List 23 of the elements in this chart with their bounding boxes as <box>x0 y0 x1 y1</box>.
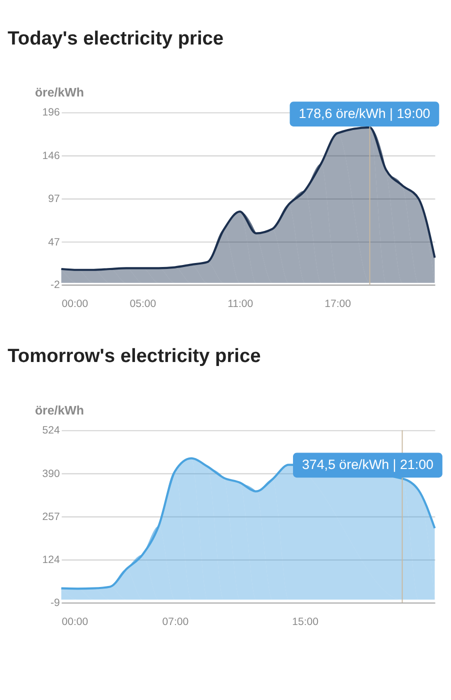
y-tick-label: -2 <box>50 279 60 292</box>
chart-title: Tomorrow's electricity price <box>8 346 261 368</box>
x-tick-label: 00:00 <box>62 616 88 628</box>
annotation: 374,5 öre/kWh | 21:00 <box>302 456 434 472</box>
y-tick-label: 390 <box>42 468 60 480</box>
x-tick-label: 15:00 <box>292 616 319 628</box>
y-tick-label: 47 <box>48 236 60 248</box>
x-tick-label: 00:00 <box>62 298 88 310</box>
y-axis-title: öre/kWh <box>34 86 84 100</box>
y-tick-label: 257 <box>42 510 60 523</box>
y-tick-label: 524 <box>42 424 60 437</box>
chart-title: Today's electricity price <box>8 28 224 50</box>
y-tick-label: 196 <box>42 106 60 119</box>
y-axis-title: öre/kWh <box>34 403 84 418</box>
annotation: 178,6 öre/kWh | 19:00 <box>298 106 430 121</box>
y-tick-label: 124 <box>42 554 60 566</box>
y-tick-label: -9 <box>50 596 60 609</box>
x-tick-label: 17:00 <box>324 298 352 310</box>
x-tick-label: 05:00 <box>130 298 156 310</box>
y-tick-label: 146 <box>42 150 60 162</box>
y-tick-label: 97 <box>48 192 60 205</box>
x-tick-label: 11:00 <box>228 298 254 310</box>
x-tick-label: 07:00 <box>162 616 189 628</box>
